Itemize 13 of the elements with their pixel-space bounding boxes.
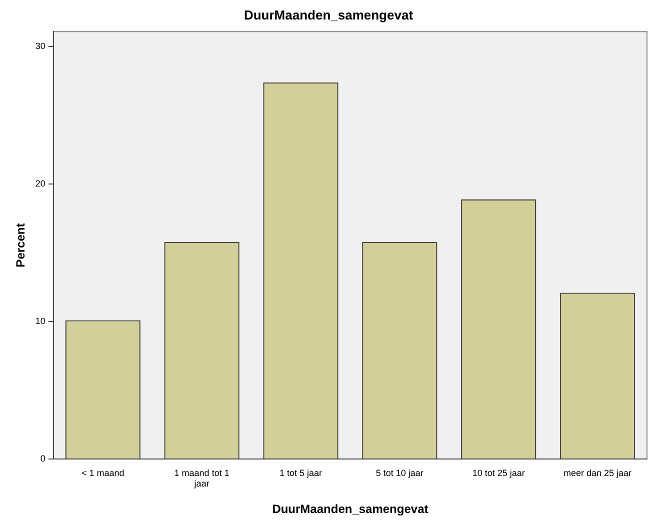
y-axis-title: Percent xyxy=(14,223,28,268)
x-tick-label: < 1 maand xyxy=(81,468,124,478)
x-axis-title: DuurMaanden_samengevat xyxy=(272,502,428,516)
x-tick-label: 1 maand tot 1 jaar xyxy=(174,468,230,489)
y-tick-label: 30 xyxy=(35,41,46,52)
x-tick-label: meer dan 25 jaar xyxy=(564,468,632,478)
y-tick-label: 0 xyxy=(40,453,46,464)
chart-title: DuurMaanden_samengevat xyxy=(244,7,414,22)
y-tick-label: 10 xyxy=(35,316,46,326)
x-tick-label: 10 tot 25 jaar xyxy=(472,468,525,478)
x-tick-label: 5 tot 10 jaar xyxy=(376,468,424,478)
x-tick-label: 1 tot 5 jaar xyxy=(279,468,322,478)
y-tick-label: 20 xyxy=(35,178,46,189)
